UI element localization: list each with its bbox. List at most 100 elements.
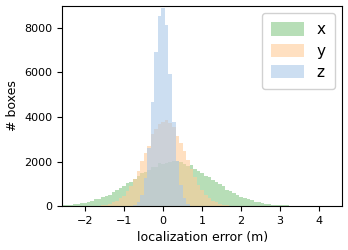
Bar	[158, 124, 161, 206]
Bar	[73, 204, 76, 206]
Bar	[176, 161, 179, 206]
Y-axis label: # boxes: # boxes	[6, 80, 18, 131]
X-axis label: localization error (m): localization error (m)	[137, 232, 268, 244]
Bar	[197, 171, 200, 206]
Bar	[278, 205, 282, 206]
Bar	[154, 167, 158, 206]
Bar	[261, 204, 264, 206]
Bar	[197, 185, 200, 206]
Bar	[200, 172, 204, 206]
Bar	[136, 202, 140, 206]
Bar	[222, 186, 225, 206]
Bar	[97, 199, 101, 206]
Bar	[126, 183, 129, 206]
Bar	[165, 120, 168, 206]
Bar	[129, 182, 133, 206]
Bar	[172, 122, 176, 206]
Bar	[158, 16, 161, 206]
Bar	[122, 196, 126, 206]
Bar	[119, 198, 122, 206]
Bar	[247, 199, 250, 206]
Bar	[161, 8, 165, 206]
Bar	[144, 178, 147, 206]
Bar	[101, 197, 104, 206]
Bar	[225, 190, 229, 206]
Bar	[126, 191, 129, 206]
Bar	[168, 123, 172, 206]
Bar	[179, 185, 183, 206]
Bar	[176, 136, 179, 206]
Bar	[133, 205, 136, 206]
Bar	[222, 205, 225, 206]
Bar	[161, 164, 165, 206]
Bar	[275, 205, 278, 206]
Bar	[183, 198, 186, 206]
Bar	[69, 204, 73, 206]
Legend: x, y, z: x, y, z	[262, 13, 335, 89]
Bar	[257, 202, 261, 206]
Bar	[112, 202, 115, 206]
Bar	[154, 52, 158, 206]
Bar	[172, 161, 176, 206]
Bar	[239, 197, 243, 206]
Bar	[147, 146, 151, 206]
Bar	[165, 25, 168, 206]
Bar	[154, 129, 158, 206]
Bar	[115, 201, 119, 206]
Bar	[133, 179, 136, 206]
Bar	[165, 163, 168, 206]
Bar	[147, 148, 151, 206]
Bar	[211, 200, 215, 206]
Bar	[161, 122, 165, 206]
Bar	[129, 186, 133, 206]
Bar	[87, 202, 90, 206]
Bar	[172, 127, 176, 206]
Bar	[186, 204, 190, 206]
Bar	[83, 203, 87, 206]
Bar	[94, 199, 97, 206]
Bar	[204, 194, 207, 206]
Bar	[250, 200, 254, 206]
Bar	[204, 176, 207, 206]
Bar	[254, 202, 257, 206]
Bar	[140, 173, 144, 206]
Bar	[218, 184, 222, 206]
Bar	[104, 196, 108, 206]
Bar	[151, 167, 154, 206]
Bar	[151, 134, 154, 206]
Bar	[183, 152, 186, 206]
Bar	[200, 190, 204, 206]
Bar	[144, 154, 147, 206]
Bar	[183, 164, 186, 206]
Bar	[119, 188, 122, 206]
Bar	[193, 177, 197, 206]
Bar	[218, 204, 222, 206]
Bar	[104, 205, 108, 206]
Bar	[225, 205, 229, 206]
Bar	[90, 202, 94, 206]
Bar	[179, 143, 183, 206]
Bar	[112, 192, 115, 206]
Bar	[229, 191, 232, 206]
Bar	[136, 171, 140, 206]
Bar	[232, 192, 236, 206]
Bar	[215, 182, 218, 206]
Bar	[144, 172, 147, 206]
Bar	[140, 195, 144, 206]
Bar	[186, 166, 190, 206]
Bar	[133, 179, 136, 206]
Bar	[151, 102, 154, 206]
Bar	[76, 204, 80, 206]
Bar	[158, 163, 161, 206]
Bar	[108, 204, 112, 206]
Bar	[211, 180, 215, 206]
Bar	[236, 195, 239, 206]
Bar	[268, 204, 271, 206]
Bar	[207, 176, 211, 206]
Bar	[271, 204, 275, 206]
Bar	[190, 168, 193, 206]
Bar	[140, 161, 144, 206]
Bar	[168, 74, 172, 206]
Bar	[243, 198, 247, 206]
Bar	[136, 176, 140, 206]
